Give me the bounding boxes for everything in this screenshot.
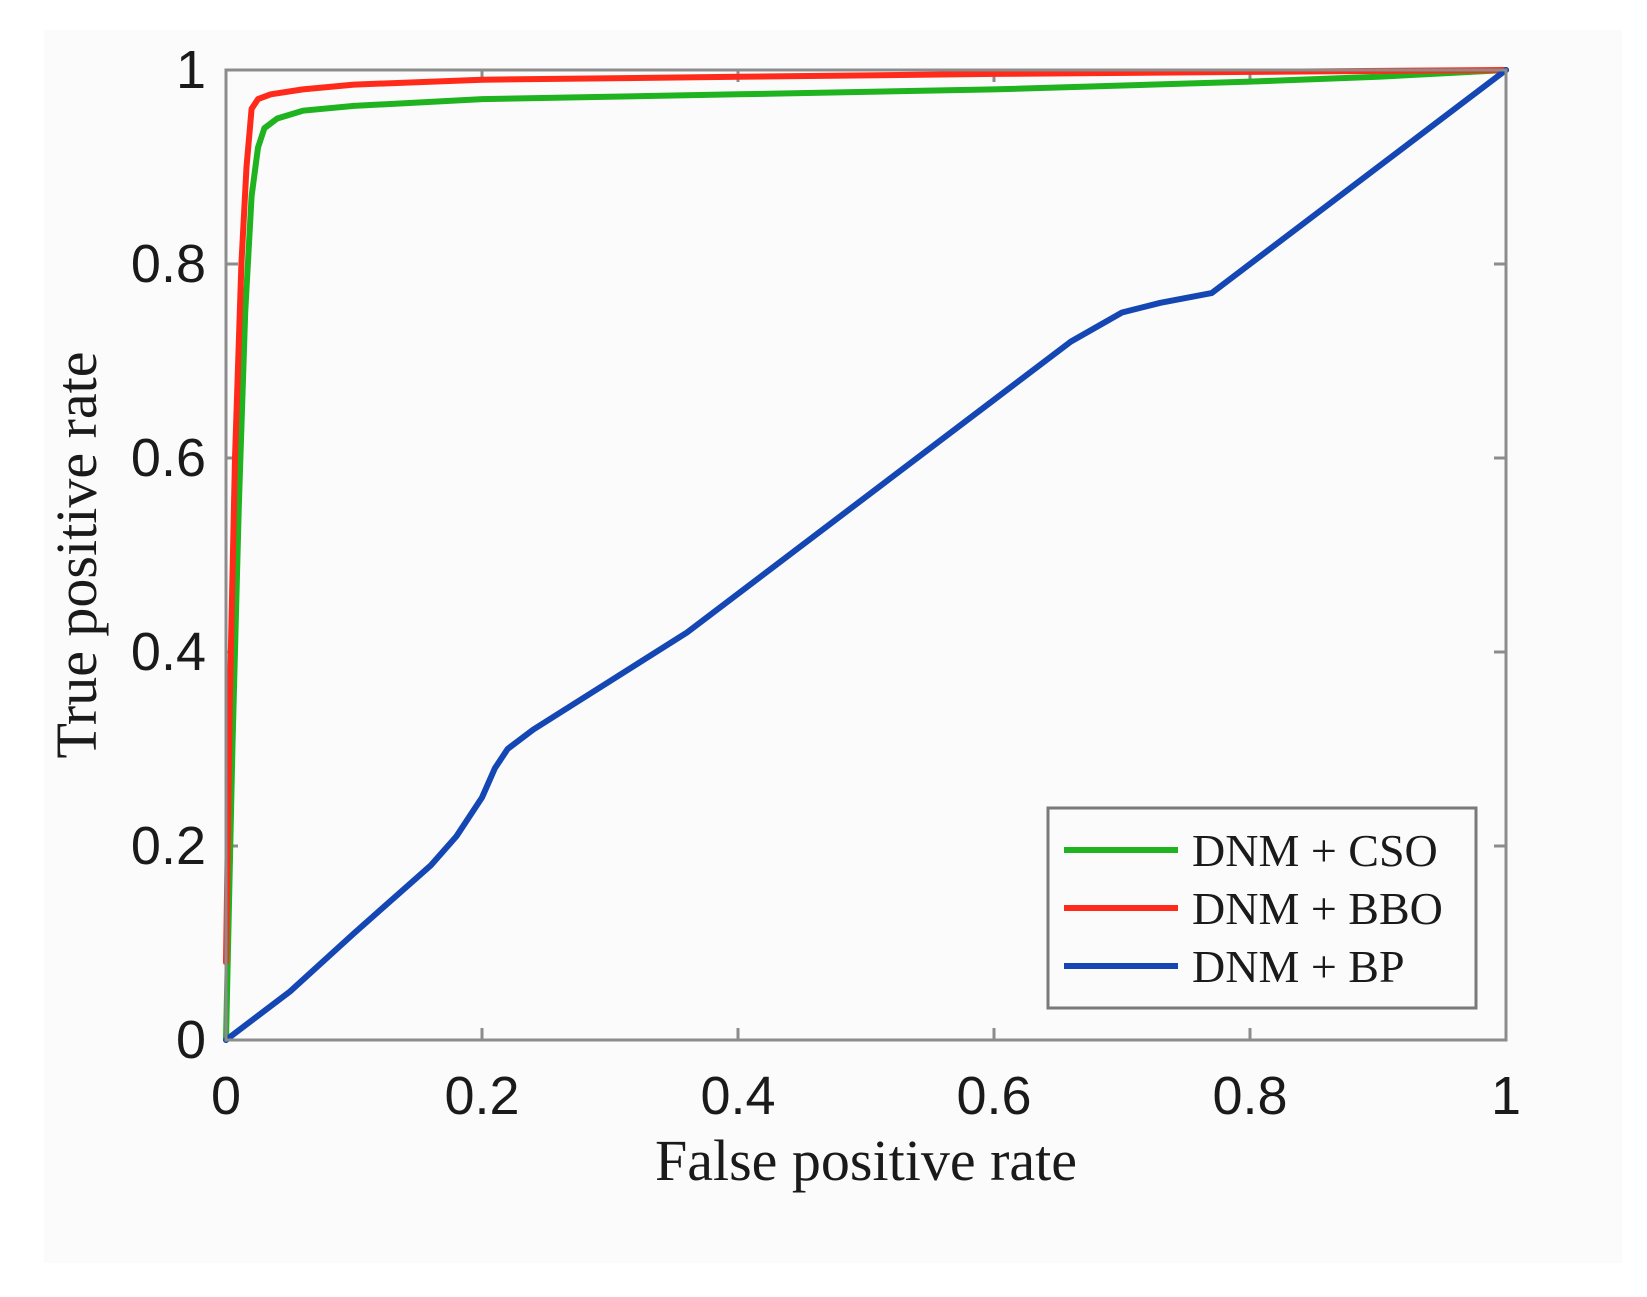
x-tick-label: 0.6 [956,1066,1031,1126]
legend-label-2: DNM + BBO [1192,883,1443,934]
x-tick-label: 0 [211,1066,241,1126]
x-tick-label: 0.2 [444,1066,519,1126]
series-line-2 [223,67,1509,966]
x-axis-label: False positive rate [655,1128,1077,1193]
x-tick-label: 0.4 [700,1066,775,1126]
x-tick-label: 0.8 [1212,1066,1287,1126]
y-tick-label: 0 [176,1010,206,1070]
x-tick-label: 1 [1491,1066,1521,1126]
y-tick-label: 0.2 [131,816,206,876]
legend-label-1: DNM + CSO [1192,825,1438,876]
y-tick-label: 0.8 [131,234,206,294]
series-line-3 [223,67,1509,1043]
series-line-1 [223,67,1509,1043]
y-axis-label: True positive rate [44,351,109,758]
y-tick-label: 0.6 [131,428,206,488]
y-tick-label: 1 [176,40,206,100]
y-tick-label: 0.4 [131,622,206,682]
axes-box [224,68,1508,1042]
legend-label-3: DNM + BP [1192,941,1405,992]
